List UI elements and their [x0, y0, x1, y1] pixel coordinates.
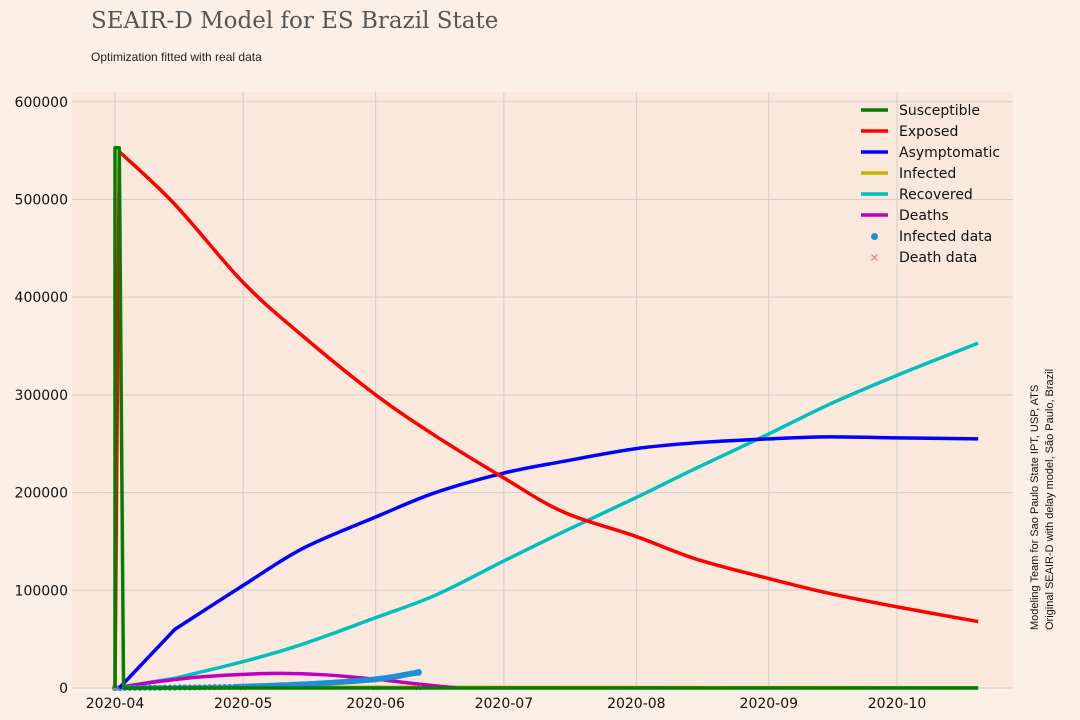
series-layer: [112, 145, 979, 691]
x-tick-label: 2020-05: [214, 696, 273, 712]
chart-title: SEAIR-D Model for ES Brazil State: [91, 8, 499, 34]
x-tick-label: 2020-07: [475, 696, 534, 712]
legend-label-exposed: Exposed: [899, 124, 958, 140]
y-tick-label: 400000: [15, 290, 68, 306]
series-line-deaths: [114, 671, 458, 690]
x-tick-label: 2020-09: [740, 696, 799, 712]
series-line-susceptible: [113, 145, 979, 690]
legend-label-susceptible: Susceptible: [899, 103, 980, 119]
legend-label-infected-data: Infected data: [899, 229, 992, 245]
y-tick-label: 100000: [15, 583, 68, 599]
plot-area: [72, 92, 1013, 688]
y-tick-label: 200000: [15, 486, 68, 502]
legend-label-recovered: Recovered: [899, 187, 973, 203]
x-tick-label: 2020-08: [607, 696, 666, 712]
x-tick-label: 2020-10: [868, 696, 927, 712]
legend-label-death-data: Death data: [899, 250, 977, 266]
legend-label-deaths: Deaths: [899, 208, 949, 224]
y-tick-label: 300000: [15, 388, 68, 404]
x-tick-label: 2020-04: [86, 696, 145, 712]
legend-label-infected: Infected: [899, 166, 956, 182]
series-line-exposed: [113, 149, 979, 689]
series-line-asymptomatic: [118, 435, 979, 690]
chart-subtitle: Optimization fitted with real data: [91, 50, 262, 64]
y-tick-label: 600000: [15, 95, 68, 111]
y-tick-label: 500000: [15, 192, 68, 208]
legend-swatch-death-data: [871, 254, 878, 261]
legend: Susceptible Exposed Asymptomatic Infected Re…: [861, 103, 1000, 266]
axes: 2020-04 2020-05 2020-06 2020-07 2020-08 2020-…: [15, 95, 927, 712]
y-tick-label: 0: [59, 681, 68, 697]
legend-label-asymptomatic: Asymptomatic: [899, 145, 1000, 161]
x-tick-label: 2020-06: [346, 696, 405, 712]
series-line-recovered: [114, 341, 979, 690]
data-point-infected-data: [414, 668, 422, 676]
legend-swatch-infected-data: [871, 233, 878, 240]
